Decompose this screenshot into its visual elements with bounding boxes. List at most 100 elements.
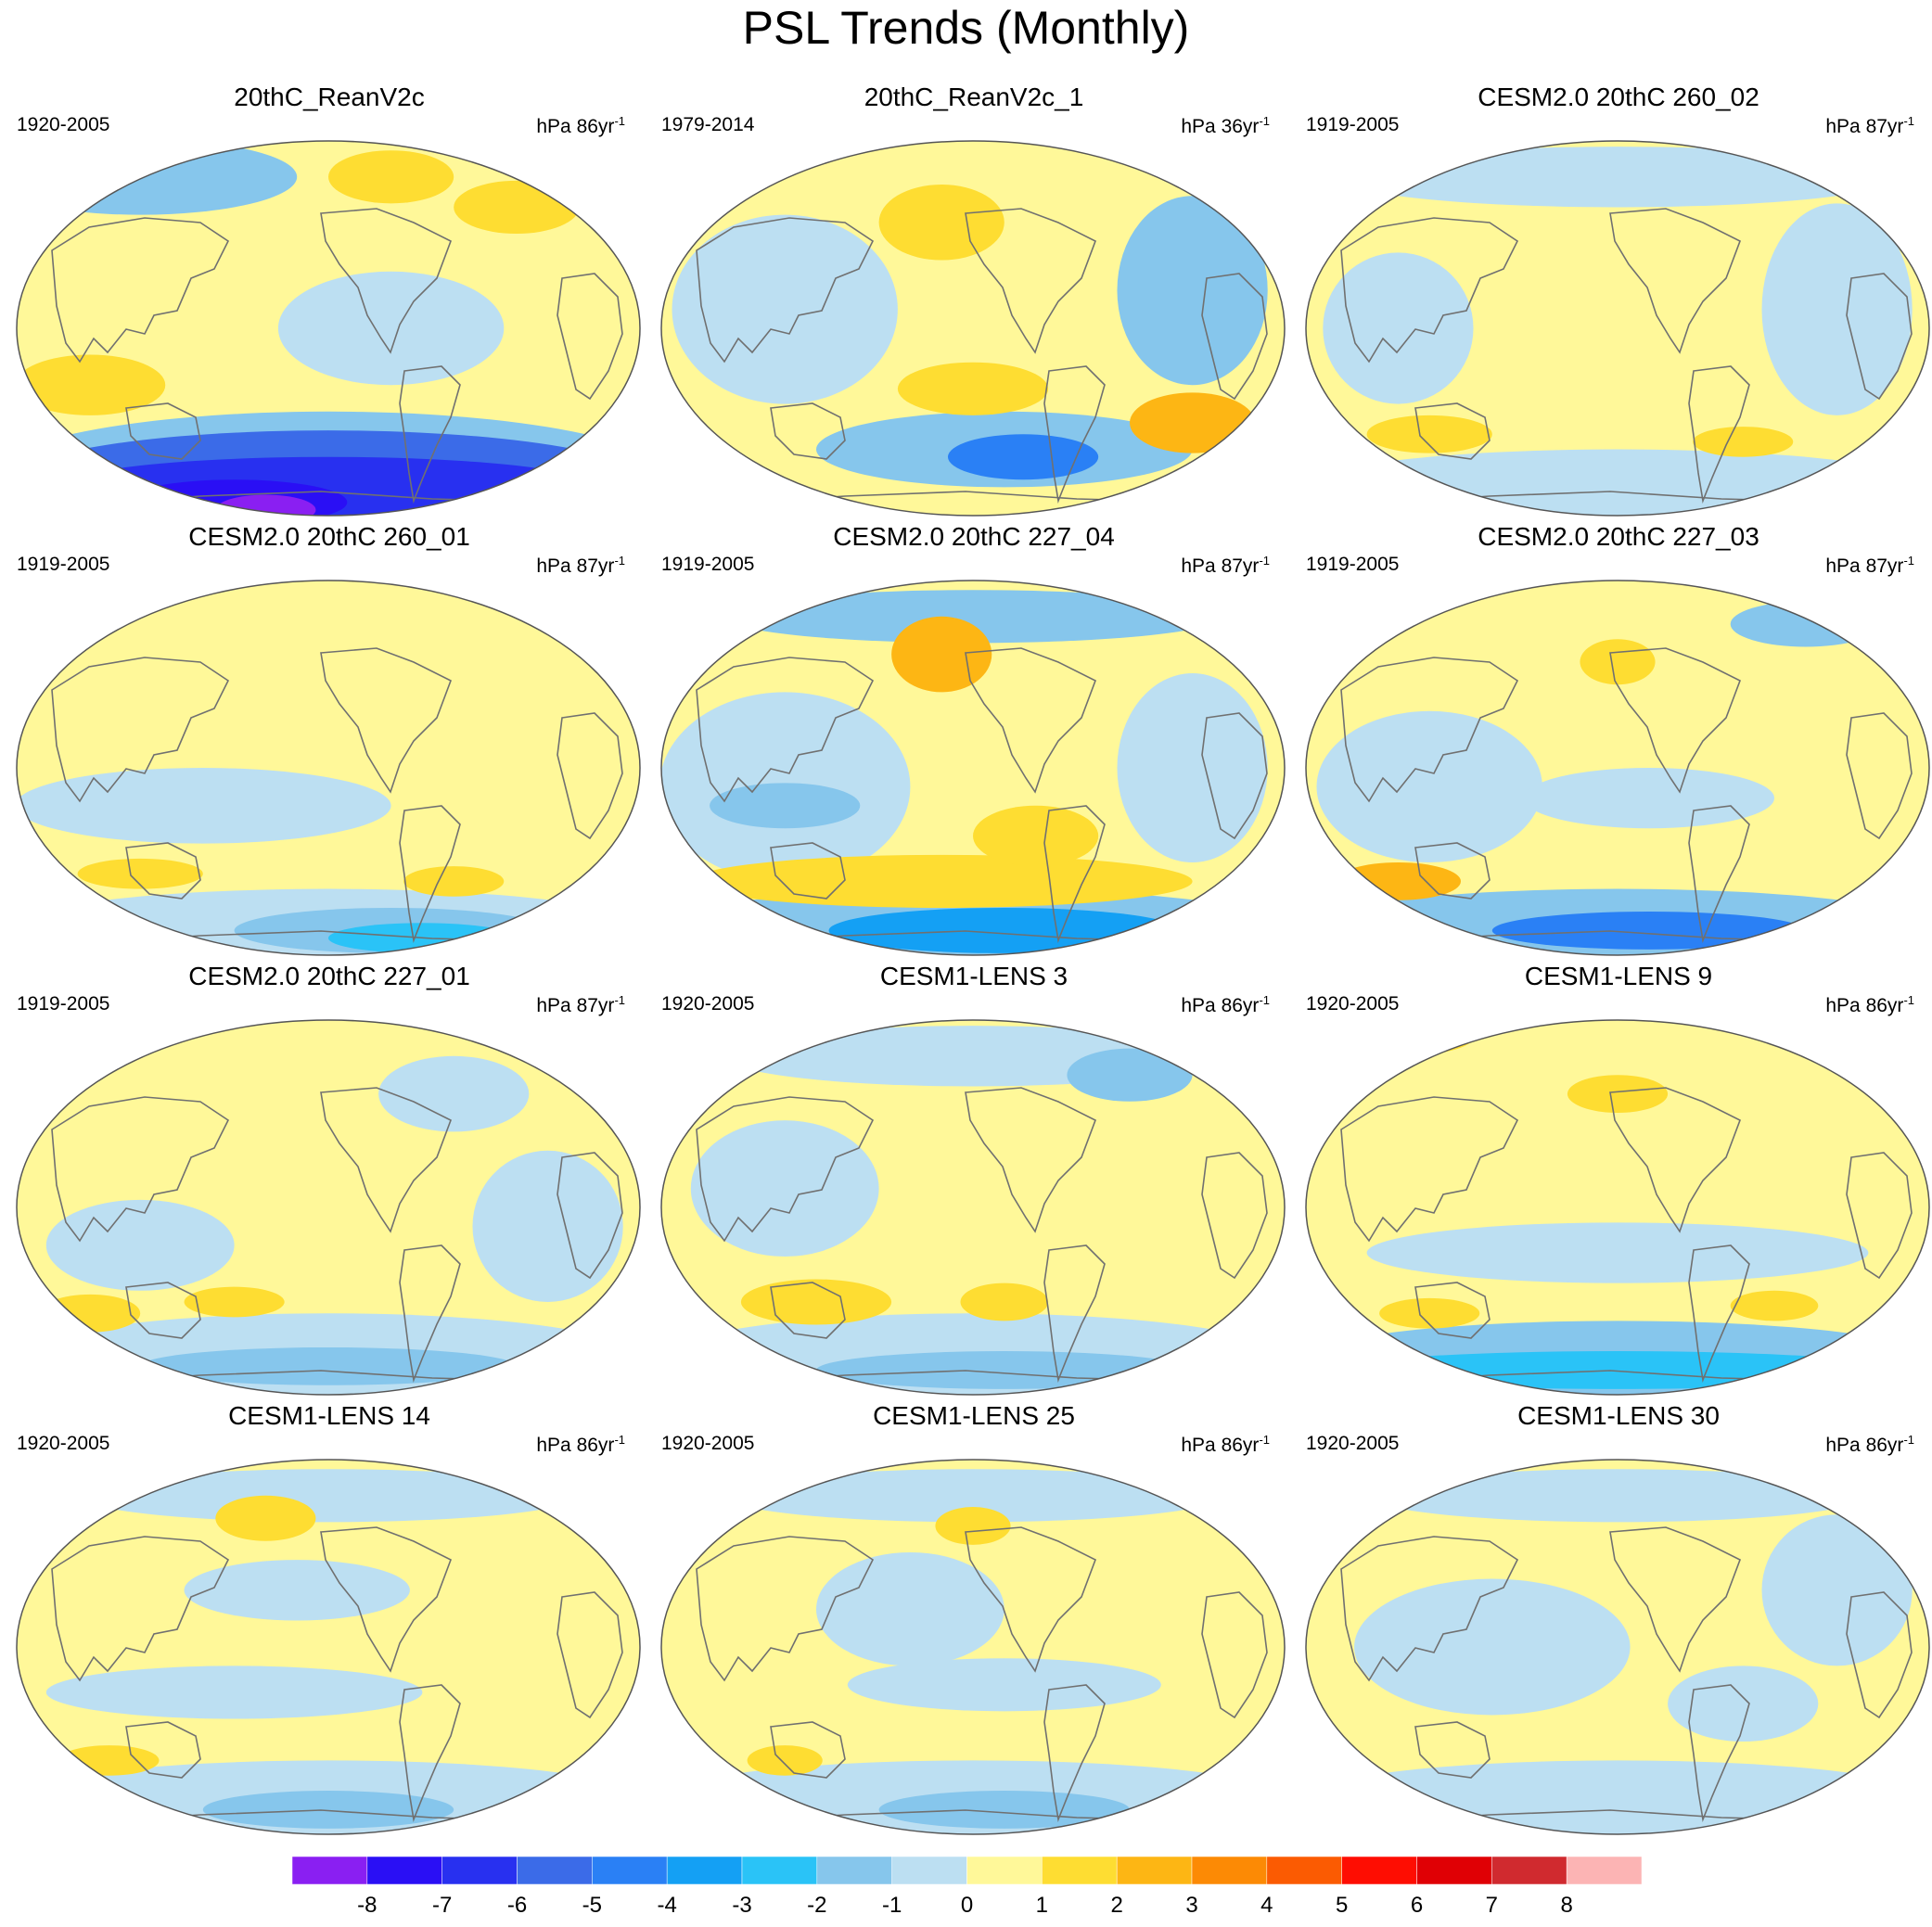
trend-contour-region [1366, 1222, 1869, 1283]
coastline [557, 712, 623, 840]
panel-units: hPa 86yr-1 [1825, 989, 1914, 1018]
panel-units-exponent: -1 [1903, 114, 1914, 128]
psl-trend-map [660, 1459, 1286, 1835]
coastline [51, 1536, 230, 1682]
trend-contour-region [1491, 912, 1806, 950]
colorbar [292, 1857, 1642, 1884]
panel-units-text: hPa 86yr [1825, 995, 1904, 1016]
coastline [1688, 365, 1750, 504]
colorbar-tick-label: -4 [657, 1893, 677, 1918]
trend-contour-region [140, 1346, 517, 1385]
colorbar-tick-label: 2 [1110, 1893, 1123, 1918]
panel-title: CESM1-LENS 30 [1517, 1401, 1720, 1430]
map-outline [16, 580, 641, 956]
panel-units-exponent: -1 [1259, 993, 1270, 1007]
coastline [696, 1536, 875, 1682]
map-outline [1305, 1019, 1930, 1396]
trend-contour-region [77, 1469, 580, 1523]
psl-trend-map [1305, 1019, 1930, 1396]
coastline [770, 402, 846, 460]
colorbar-tick-label: -2 [807, 1893, 827, 1918]
trend-contour-region [1323, 1020, 1474, 1056]
psl-trend-map [1305, 1459, 1930, 1835]
coastline [1688, 1244, 1750, 1383]
colorbar-tick-label: -3 [732, 1893, 752, 1918]
coastline [696, 217, 875, 364]
coastline [1201, 273, 1268, 401]
panel-period: 1920-2005 [661, 1433, 755, 1454]
trend-contour-region [328, 150, 454, 204]
trend-contour-region [1730, 1290, 1819, 1321]
colorbar-tick-label: 6 [1410, 1893, 1424, 1918]
panel-units-text: hPa 86yr [1181, 995, 1260, 1016]
trend-contour-region [1366, 1469, 1869, 1523]
trend-contour-region [1323, 252, 1474, 404]
map-outline [660, 1019, 1286, 1396]
coastline [696, 657, 875, 803]
trend-contour-region [690, 1120, 879, 1257]
trend-contour-region [878, 184, 1004, 261]
coastline [770, 1282, 846, 1339]
colorbar-tick-label: 4 [1260, 1893, 1273, 1918]
coastline [1846, 1591, 1913, 1719]
trend-contour-region [1567, 1075, 1669, 1113]
panel-units-exponent: -1 [1903, 554, 1914, 568]
trend-contour-region [1117, 196, 1268, 386]
trend-contour-region [45, 1199, 235, 1291]
trend-contour-region [1580, 639, 1656, 685]
trend-contour-region [1335, 1351, 1900, 1389]
psl-trend-map [16, 1019, 641, 1396]
panel-units-exponent: -1 [614, 554, 625, 568]
trend-contour-region [710, 783, 861, 829]
panel-period: 1920-2005 [17, 1433, 110, 1454]
trend-contour-region [690, 854, 1193, 908]
coastline [1609, 647, 1742, 794]
coastline [51, 217, 230, 364]
colorbar-swatch [366, 1857, 442, 1884]
trend-contour-region [891, 616, 992, 693]
trend-contour-region [1316, 710, 1542, 862]
trend-contour-region [17, 768, 391, 844]
panel-units-text: hPa 36yr [1181, 116, 1260, 137]
panel-units: hPa 87yr-1 [1181, 549, 1270, 579]
map-outline [16, 1019, 641, 1396]
trend-contour-region [45, 1665, 423, 1719]
trend-contour-region [472, 1150, 623, 1302]
trend-contour-region [184, 1560, 410, 1621]
panel-units: hPa 86yr-1 [536, 1428, 625, 1458]
panel-units-text: hPa 87yr [1825, 555, 1904, 577]
panel-units-exponent: -1 [1259, 1433, 1270, 1447]
map-outline [660, 1459, 1286, 1835]
coastline [125, 842, 201, 900]
panel-units-text: hPa 86yr [536, 1435, 615, 1456]
panel-units: hPa 87yr-1 [1825, 109, 1914, 139]
coastline [965, 1526, 1097, 1673]
colorbar-tick-label: 1 [1035, 1893, 1048, 1918]
map-panel: CESM1-LENS 25 1920-2005 hPa 86yr-1 [652, 1400, 1296, 1841]
psl-trend-map [1305, 140, 1930, 517]
colorbar-tick-label: -8 [357, 1893, 377, 1918]
psl-trend-map [660, 580, 1286, 956]
trend-contour-region [378, 1055, 530, 1132]
trend-contour-region [897, 362, 1049, 415]
panel-title: 20thC_ReanV2c_1 [864, 83, 1084, 111]
coastline [125, 1721, 201, 1779]
panel-units-text: hPa 86yr [536, 116, 615, 137]
panel-units-exponent: -1 [614, 1433, 625, 1447]
colorbar-swatch [1491, 1857, 1567, 1884]
colorbar-tick-label: -6 [506, 1893, 528, 1918]
coastline [696, 1096, 875, 1243]
colorbar-swatch [1416, 1857, 1492, 1884]
coastline [770, 842, 846, 900]
trend-contour-region [1354, 1578, 1631, 1716]
colorbar-tick-label: 3 [1185, 1893, 1198, 1918]
colorbar-labels: -8 -7 -6 -5 -4 -3 -2 -1 0 1 2 3 4 5 6 7 8 [0, 1892, 1932, 1925]
coastline [770, 1721, 846, 1779]
panel-units-exponent: -1 [1903, 1433, 1914, 1447]
trend-contour-region [816, 1351, 1193, 1389]
colorbar-tick-label: 7 [1485, 1893, 1498, 1918]
colorbar-swatch [1191, 1857, 1268, 1884]
trend-contour-region [1117, 673, 1268, 862]
coastline [1609, 208, 1742, 354]
coastline [1846, 273, 1913, 401]
